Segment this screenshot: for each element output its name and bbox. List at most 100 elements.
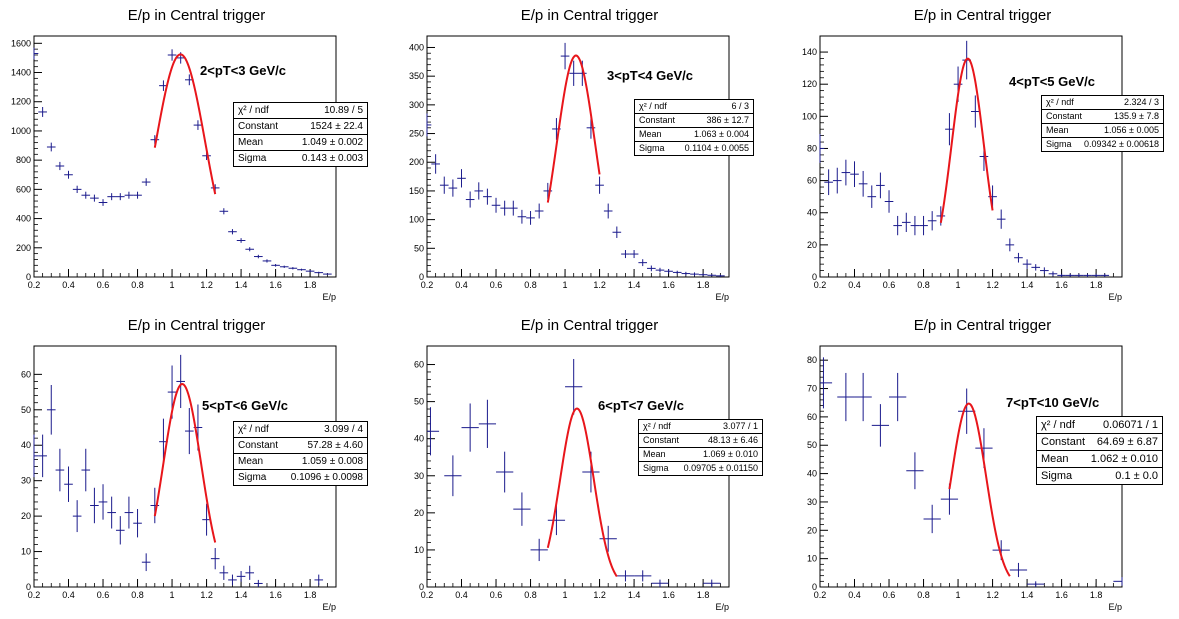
data-point — [297, 268, 306, 271]
stats-row: Mean 1.062 ± 0.010 — [1037, 451, 1162, 468]
data-point — [141, 553, 151, 572]
stats-value: 1524 ± 22.4 — [310, 121, 363, 132]
pt-range-label: 3<pT<4 GeV/c — [607, 68, 693, 83]
data-point — [448, 179, 458, 197]
stats-row: Sigma 0.1104 ± 0.0055 — [635, 142, 753, 155]
stats-row: Sigma 0.1096 ± 0.0098 — [234, 470, 367, 485]
x-tick-label: 0.2 — [28, 280, 41, 290]
data-point — [1014, 252, 1023, 263]
gaussian-fit-curve — [939, 57, 994, 224]
data-point — [38, 106, 47, 117]
stats-label: Mean — [1046, 125, 1069, 135]
stats-value: 2.324 / 3 — [1123, 97, 1159, 107]
x-tick-label: 1.2 — [200, 280, 213, 290]
data-point — [107, 496, 116, 529]
data-point — [1031, 264, 1041, 271]
data-point — [832, 167, 842, 194]
stats-label: Mean — [1041, 453, 1069, 465]
gaussian-fit-curve — [153, 53, 217, 195]
data-point — [219, 565, 229, 580]
data-point — [681, 271, 691, 276]
data-point — [323, 273, 332, 275]
data-point — [595, 176, 604, 194]
stats-row: χ² / ndf 0.06071 / 1 — [1037, 417, 1162, 434]
stats-value: 57.28 ± 4.60 — [307, 440, 363, 451]
x-axis-label: E/p — [715, 602, 729, 612]
data-point — [98, 199, 108, 206]
data-point — [603, 203, 613, 219]
y-tick-label: 0 — [419, 272, 424, 282]
x-tick-label: 1 — [956, 590, 961, 600]
data-point — [996, 209, 1006, 229]
y-tick-label: 0 — [812, 272, 817, 282]
y-tick-label: 300 — [409, 100, 424, 110]
data-point — [837, 372, 855, 422]
stats-label: Constant — [238, 121, 279, 132]
data-point — [254, 254, 263, 259]
data-point — [431, 154, 440, 174]
y-tick-label: 70 — [807, 384, 817, 394]
stats-value: 48.13 ± 6.46 — [708, 435, 758, 445]
y-tick-label: 80 — [807, 355, 817, 365]
x-tick-label: 1.8 — [304, 590, 317, 600]
data-point — [483, 188, 492, 205]
data-point — [819, 134, 825, 163]
stats-box: χ² / ndf 3.077 / 1 Constant 48.13 ± 6.46 M… — [638, 419, 763, 476]
data-point — [46, 384, 56, 435]
data-point — [889, 372, 907, 422]
y-tick-label: 200 — [16, 243, 31, 253]
data-point — [491, 197, 501, 213]
x-tick-label: 0.8 — [524, 590, 537, 600]
stats-label: χ² / ndf — [1041, 419, 1075, 431]
pt-range-label: 6<pT<7 GeV/c — [598, 398, 684, 413]
y-tick-label: 800 — [16, 155, 31, 165]
data-point — [664, 268, 673, 274]
data-point — [465, 191, 475, 208]
y-tick-label: 30 — [21, 476, 31, 486]
y-tick-label: 50 — [21, 405, 31, 415]
data-point — [500, 200, 509, 216]
stats-value: 0.143 ± 0.003 — [301, 153, 363, 164]
data-point — [496, 451, 514, 493]
stats-row: χ² / ndf 3.077 / 1 — [639, 420, 762, 434]
data-point — [569, 60, 578, 86]
stats-label: Constant — [643, 435, 680, 445]
y-tick-label: 400 — [409, 42, 424, 52]
data-point — [919, 215, 928, 236]
data-point — [210, 548, 220, 570]
data-point — [141, 178, 151, 186]
data-point — [33, 434, 39, 478]
chart-panel-4: E/p in Central trigger 0 10 20 30 40 50 60 0.2 0… — [0, 310, 393, 619]
data-point — [81, 191, 91, 199]
stats-value: 3.099 / 4 — [324, 424, 363, 435]
data-point — [565, 358, 583, 415]
stats-row: Sigma 0.143 ± 0.003 — [234, 151, 367, 166]
data-point — [457, 169, 466, 188]
data-point — [427, 407, 440, 456]
x-tick-label: 1.8 — [1090, 590, 1103, 600]
x-tick-label: 0.2 — [814, 280, 827, 290]
stats-box: χ² / ndf 2.324 / 3 Constant 135.9 ± 7.8 Me… — [1041, 95, 1164, 152]
stats-label: Mean — [238, 137, 264, 148]
data-point — [81, 448, 91, 492]
stats-value: 135.9 ± 7.8 — [1114, 111, 1159, 121]
x-tick-label: 1.6 — [1055, 590, 1068, 600]
data-point — [1091, 273, 1101, 277]
data-point — [876, 172, 885, 199]
data-point — [124, 191, 134, 199]
stats-row: Mean 1.049 ± 0.002 — [234, 135, 367, 151]
y-tick-label: 1000 — [11, 126, 31, 136]
x-tick-label: 1.2 — [200, 590, 213, 600]
data-point — [98, 484, 108, 520]
x-tick-label: 1.2 — [986, 280, 999, 290]
data-point — [599, 525, 617, 552]
gaussian-fit-curve — [546, 54, 601, 203]
stats-row: Mean 1.063 ± 0.004 — [635, 128, 753, 142]
y-tick-label: 140 — [802, 47, 817, 57]
data-point — [906, 452, 924, 490]
data-point — [90, 194, 99, 202]
y-tick-label: 600 — [16, 184, 31, 194]
data-point — [271, 264, 280, 267]
stats-value: 3.077 / 1 — [722, 421, 758, 431]
stats-label: Mean — [639, 129, 662, 139]
